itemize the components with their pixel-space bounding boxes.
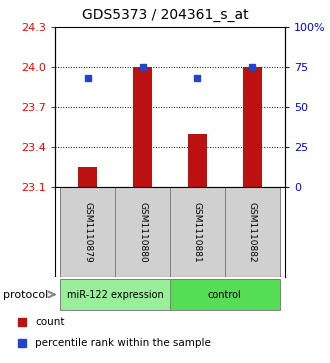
Text: protocol: protocol (3, 290, 49, 299)
Bar (78, 167, 97, 187)
Bar (243, 67, 262, 187)
Text: percentile rank within the sample: percentile rank within the sample (35, 338, 211, 348)
Text: control: control (208, 290, 242, 299)
Bar (60, 187, 115, 277)
Text: GSM1110879: GSM1110879 (83, 201, 92, 262)
Text: GSM1110882: GSM1110882 (248, 202, 257, 262)
Bar (170, 279, 280, 310)
Text: count: count (35, 317, 65, 327)
Bar (133, 67, 152, 187)
Text: miR-122 expression: miR-122 expression (67, 290, 164, 299)
Bar (225, 187, 280, 277)
Text: GSM1110881: GSM1110881 (193, 201, 202, 262)
Bar (170, 187, 225, 277)
Text: GDS5373 / 204361_s_at: GDS5373 / 204361_s_at (82, 8, 248, 22)
Bar (60, 279, 170, 310)
Bar (188, 134, 207, 187)
Bar (115, 187, 170, 277)
Text: GSM1110880: GSM1110880 (138, 201, 147, 262)
